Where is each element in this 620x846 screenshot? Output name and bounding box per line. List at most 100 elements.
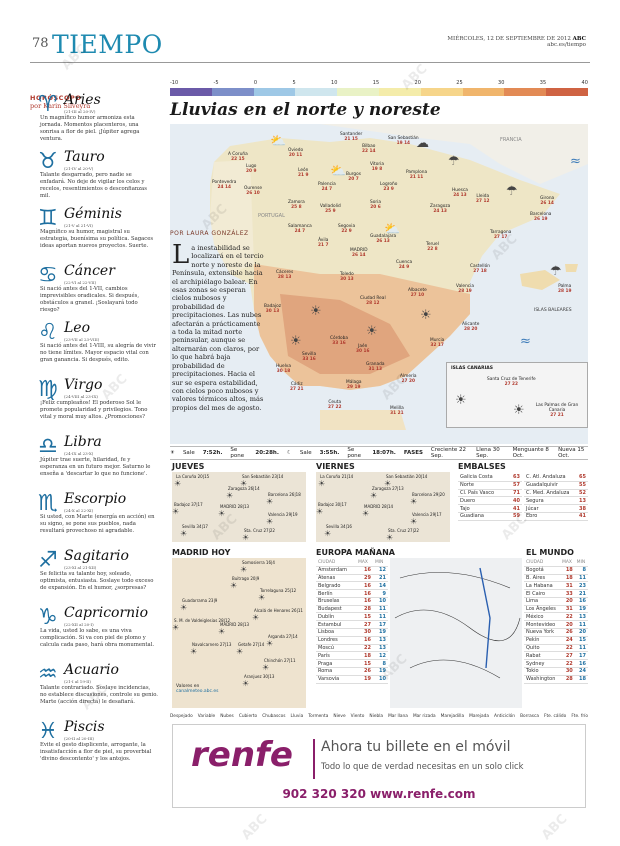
aries-icon: ♈ [38, 92, 58, 117]
embalses-title: EMBALSES [458, 462, 506, 471]
table-row: El Cairo 33 21 [524, 589, 588, 598]
label-portugal: PORTUGAL [258, 213, 285, 219]
sign-name: Capricornio [64, 605, 149, 621]
credit-link[interactable]: canalmeteo.abc.es [176, 689, 219, 694]
city-label: Zaragoza 24 13 [430, 204, 450, 214]
label-france: FRANCIA [500, 137, 522, 143]
city-label: Lleida 27 12 [476, 194, 489, 204]
table-cell: 15 [356, 659, 373, 668]
city-temp: 22 14 [362, 149, 376, 154]
table-cell: Ebro [524, 512, 576, 521]
table-cell: 18 [560, 574, 575, 583]
sign-text: La vida, usted lo sabe, es una viva comp… [40, 628, 155, 648]
legend-item: Mar rizada [412, 714, 436, 719]
table-cell: México [524, 612, 561, 622]
renfe-ad[interactable]: renfe Ahora tu billete en el móvil Todo … [172, 724, 586, 808]
city-temp: 26 14 [352, 253, 366, 258]
table-row: Guadiana 59 [458, 512, 522, 521]
city-name: Santander [340, 132, 363, 137]
table-cell: 12 [372, 651, 388, 661]
table-cell: Lima [524, 597, 561, 606]
phase-3: Menguante 8 Oct. [512, 447, 549, 459]
table-cell: 55 [575, 481, 588, 490]
legend-item: Variable [197, 714, 216, 719]
city-name: Teruel [426, 242, 439, 247]
sun-icon: ☀ [240, 479, 248, 488]
sun-icon: ☀ [366, 324, 378, 339]
scorpio-icon: ♏ [38, 491, 58, 516]
scale-band [546, 88, 588, 96]
sign-text: ¡Feliz cumpleaños! El poderoso Sol le pr… [40, 400, 148, 420]
sun-icon: ☀ [258, 593, 266, 602]
city-label: Pontevedra 24 14 [212, 180, 236, 190]
rain-icon: ☂ [506, 184, 518, 199]
city-name: Almería [400, 374, 417, 379]
table-row: Amsterdam 16 12 [316, 566, 388, 575]
table-cell: Sydney [524, 659, 561, 668]
sign-dates: (21-I al 19-II) [64, 679, 91, 684]
sun-icon: ☀ [410, 517, 418, 526]
city-label: Valencia 29|19 [268, 512, 298, 517]
section-title: TIEMPO [52, 30, 163, 59]
menorca [565, 264, 578, 272]
city-label: Arganda 27|14 [268, 634, 298, 639]
table-cell: Tajo [458, 504, 508, 513]
table-cell: Dublín [316, 612, 357, 622]
table-cell: 21 [574, 589, 588, 598]
table-row: Norte 57 [458, 481, 522, 490]
table-cell: 22 [560, 659, 575, 668]
city-label: Valencia 29|17 [412, 512, 442, 517]
legend-item: Despejado [170, 714, 193, 719]
city-name: Guadalajara [370, 234, 397, 239]
label-canarias: ISLAS CANARIAS [451, 366, 493, 371]
sun-icon: ☀ [180, 529, 188, 538]
sun-icon: ☀ [384, 479, 392, 488]
sign-name: Sagitario [64, 548, 129, 564]
sun-rise: 7:52h. [202, 450, 223, 456]
table-cell: Berlín [316, 589, 357, 598]
sign-name: Tauro [64, 149, 105, 165]
city-temp: 27 12 [476, 199, 490, 204]
page-number: 78 [32, 36, 49, 51]
moon-rise: 3:55h. [319, 450, 340, 456]
france-land [320, 124, 588, 184]
table-cell: 16 [356, 581, 373, 591]
city-name: Barcelona [530, 212, 552, 217]
scale-label: -10 [170, 80, 179, 86]
city-label: Cuenca 24 9 [396, 260, 412, 270]
header-cell: MAX [560, 560, 575, 567]
horoscope-column: HORÓSCOPO por Karin Silveyra ♈ Aries (21-I… [30, 70, 158, 810]
city-name: Badajoz [264, 304, 282, 309]
city-label: Cáceres 28 13 [276, 270, 293, 280]
ad-contact[interactable]: 902 320 320 www.renfe.com [282, 787, 476, 801]
table-cell: 22 [356, 644, 373, 653]
scale-band [253, 88, 296, 96]
legend-item: Fte. frío [571, 714, 588, 719]
isobar [409, 659, 501, 679]
city-name: Pamplona [406, 170, 428, 175]
aquarius-icon: ♒ [38, 662, 58, 687]
table-cell: Londres [316, 636, 357, 645]
table-row: Budapest 28 11 [316, 605, 388, 614]
temp-scale-labels: -10 -5 0 5 10 15 20 25 30 35 40 [170, 80, 588, 86]
scale-band [504, 88, 547, 96]
legend-item: Tormenta [308, 714, 329, 719]
table-cell: Pekín [524, 636, 561, 645]
city-temp: 22 8 [427, 247, 438, 252]
scale-band [420, 88, 463, 96]
embalses-table-right: C. Atl. Andaluza 65 Guadalquivir 55 C. Med. … [524, 474, 588, 521]
table-cell: 11 [372, 605, 388, 614]
sign-name: Virgo [64, 377, 103, 393]
city-temp: 28 12 [366, 301, 380, 306]
table-cell: 19 [356, 675, 373, 684]
moon-set: 18:07h. [372, 450, 396, 456]
table-row: Berlín 16 9 [316, 589, 388, 598]
city-label: Logroño 23 9 [380, 182, 397, 192]
table-cell: 19 [372, 667, 388, 676]
table-cell: Belgrado [316, 581, 357, 591]
table-cell: 20 [560, 620, 575, 630]
site-link[interactable]: abc.es/tiempo [547, 42, 586, 48]
city-label: Badajoz 30 13 [264, 304, 281, 314]
city-tenerife: Santa Cruz de Tenerife 27 22 [487, 377, 536, 387]
city-temp: 32 17 [430, 343, 444, 348]
